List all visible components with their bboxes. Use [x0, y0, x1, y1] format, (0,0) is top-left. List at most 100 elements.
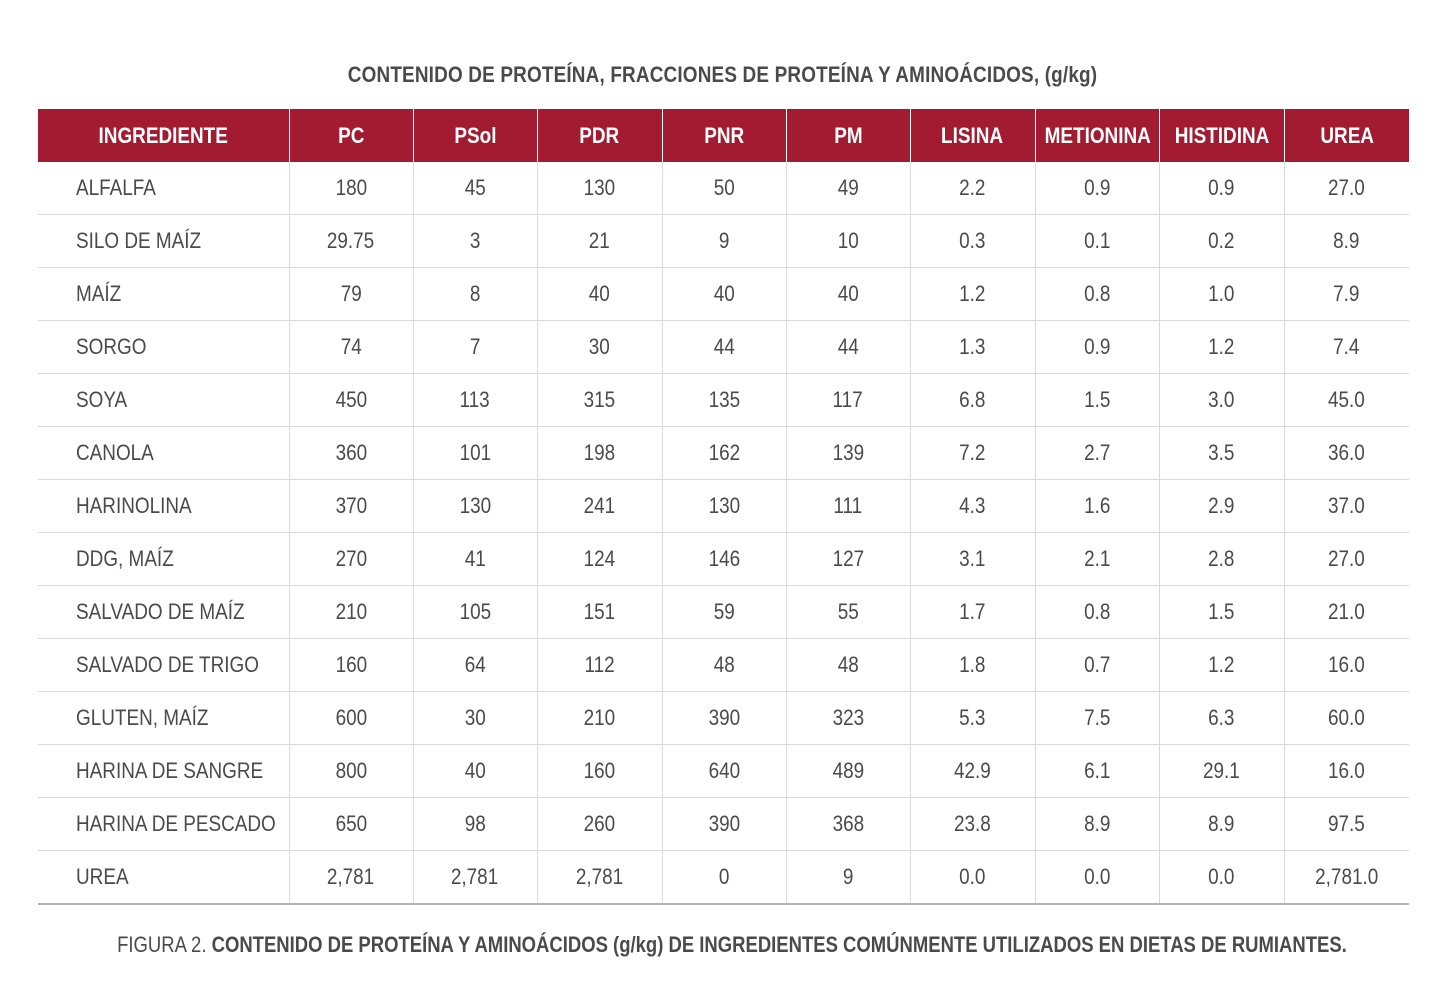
cell-value: 1.2 — [1208, 652, 1235, 677]
cell-value: 7.4 — [1333, 334, 1360, 359]
value-cell: 30 — [413, 691, 538, 745]
value-cell: 16.0 — [1284, 638, 1409, 692]
value-cell: 111 — [786, 479, 911, 533]
table-row: HARINA DE PESCADO 650 98 260 390 368 23.8 8.9 8.… — [38, 797, 1409, 851]
value-cell: 127 — [786, 532, 911, 586]
value-cell: 124 — [537, 532, 663, 586]
cell-value: 60.0 — [1328, 705, 1366, 730]
cell-value: 7.2 — [959, 440, 986, 465]
value-cell: 650 — [289, 797, 414, 851]
cell-value: 146 — [708, 546, 740, 571]
cell-value: 9 — [718, 228, 730, 253]
cell-value: 1.2 — [959, 281, 986, 306]
column-header-label: HISTIDINA — [1174, 122, 1269, 148]
cell-value: 0.2 — [1208, 228, 1235, 253]
value-cell: 135 — [662, 373, 787, 427]
value-cell: 41 — [413, 532, 538, 586]
value-cell: 97.5 — [1284, 797, 1409, 851]
ingredient-name: DDG, MAÍZ — [76, 546, 174, 571]
cell-value: 40 — [713, 281, 735, 306]
cell-value: 3.1 — [959, 546, 986, 571]
cell-value: 105 — [459, 599, 491, 624]
data-table: INGREDIENTE PC PSol PDR PNR PM LISINA METIONINA… — [38, 109, 1409, 905]
column-header: METIONINA — [1035, 109, 1160, 162]
value-cell: 0.9 — [1159, 162, 1285, 215]
cell-value: 0.3 — [959, 228, 986, 253]
cell-value: 130 — [708, 493, 740, 518]
ingredient-cell: SORGO — [38, 320, 290, 374]
cell-value: 0.0 — [959, 864, 986, 889]
ingredient-cell: HARINOLINA — [38, 479, 290, 533]
value-cell: 101 — [413, 426, 538, 480]
cell-value: 113 — [459, 387, 491, 412]
value-cell: 151 — [537, 585, 663, 639]
cell-value: 0.0 — [1208, 864, 1235, 889]
cell-value: 650 — [335, 811, 367, 836]
cell-value: 50 — [713, 175, 735, 200]
value-cell: 160 — [537, 744, 663, 798]
cell-value: 48 — [713, 652, 735, 677]
value-cell: 8 — [413, 267, 538, 321]
cell-value: 139 — [832, 440, 864, 465]
cell-value: 117 — [832, 387, 864, 412]
table-row: ALFALFA 180 45 130 50 49 2.2 0.9 0.9 27.0 — [38, 162, 1409, 215]
cell-value: 2.2 — [959, 175, 986, 200]
value-cell: 2.2 — [910, 162, 1036, 215]
value-cell: 8.9 — [1159, 797, 1285, 851]
ingredient-cell: HARINA DE PESCADO — [38, 797, 290, 851]
value-cell: 2,781.0 — [1284, 850, 1409, 905]
cell-value: 180 — [335, 175, 367, 200]
cell-value: 124 — [583, 546, 616, 571]
ingredient-cell: ALFALFA — [38, 162, 290, 215]
value-cell: 0.1 — [1035, 214, 1160, 268]
value-cell: 9 — [662, 214, 787, 268]
cell-value: 7.5 — [1083, 705, 1111, 730]
value-cell: 44 — [662, 320, 787, 374]
table-row: SALVADO DE TRIGO 160 64 112 48 48 1.8 0.7 1.2 16.… — [38, 638, 1409, 692]
value-cell: 1.2 — [1159, 320, 1285, 374]
value-cell: 74 — [289, 320, 414, 374]
cell-value: 130 — [583, 175, 616, 200]
cell-value: 16.0 — [1328, 652, 1366, 677]
cell-value: 1.8 — [959, 652, 986, 677]
cell-value: 210 — [583, 705, 616, 730]
cell-value: 2,781.0 — [1315, 864, 1379, 889]
table-row: SORGO 74 7 30 44 44 1.3 0.9 1.2 7.4 — [38, 320, 1409, 374]
cell-value: 30 — [588, 334, 611, 359]
cell-value: 1.2 — [1208, 334, 1235, 359]
value-cell: 21 — [537, 214, 663, 268]
cell-value: 390 — [708, 811, 740, 836]
cell-value: 74 — [340, 334, 362, 359]
value-cell: 113 — [413, 373, 538, 427]
value-cell: 2,781 — [289, 850, 414, 905]
cell-value: 48 — [837, 652, 859, 677]
column-header-label: PC — [337, 122, 365, 148]
cell-value: 36.0 — [1328, 440, 1366, 465]
table-row: SILO DE MAÍZ 29.75 3 21 9 10 0.3 0.1 0.2 8.9 — [38, 214, 1409, 268]
table-header: INGREDIENTE PC PSol PDR PNR PM LISINA METIONINA… — [38, 109, 1409, 162]
cell-value: 1.7 — [959, 599, 986, 624]
table-row: DDG, MAÍZ 270 41 124 146 127 3.1 2.1 2.8 27.0 — [38, 532, 1409, 586]
cell-value: 41 — [464, 546, 486, 571]
cell-value: 3 — [469, 228, 481, 253]
ingredient-name: UREA — [76, 864, 129, 889]
cell-value: 45.0 — [1328, 387, 1366, 412]
ingredient-name: HARINA DE PESCADO — [76, 811, 276, 836]
column-header: PDR — [537, 109, 663, 162]
cell-value: 0.9 — [1083, 334, 1111, 359]
cell-value: 2,781 — [451, 864, 499, 889]
cell-value: 21 — [588, 228, 611, 253]
value-cell: 450 — [289, 373, 414, 427]
value-cell: 5.3 — [910, 691, 1036, 745]
value-cell: 1.6 — [1035, 479, 1160, 533]
value-cell: 1.2 — [1159, 638, 1285, 692]
cell-value: 2,781 — [575, 864, 624, 889]
cell-value: 6.1 — [1083, 758, 1111, 783]
value-cell: 210 — [289, 585, 414, 639]
ingredient-name: SORGO — [76, 334, 147, 359]
cell-value: 21.0 — [1328, 599, 1366, 624]
value-cell: 2,781 — [413, 850, 538, 905]
column-header-label: PM — [833, 122, 863, 148]
cell-value: 160 — [335, 652, 367, 677]
table-row: MAÍZ 79 8 40 40 40 1.2 0.8 1.0 7.9 — [38, 267, 1409, 321]
